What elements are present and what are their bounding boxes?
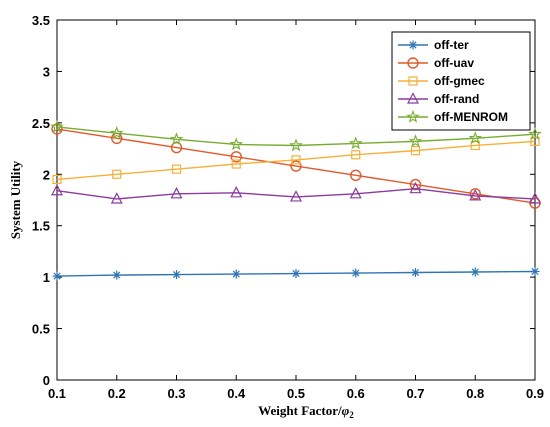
y-tick-label: 2 [43, 167, 50, 182]
data-point [231, 269, 241, 279]
x-tick-label: 0.3 [167, 386, 185, 401]
series-off-MENROM [50, 119, 542, 152]
data-point [51, 123, 63, 135]
legend-label: off-MENROM [434, 110, 508, 124]
data-point [51, 183, 63, 196]
data-point [349, 187, 362, 199]
axes: 0.1 0.2 0.3 0.4 0.5 0.6 0.7 0.8 0.9 0 0.5 1 1.5 2 2.5 3… [32, 13, 544, 401]
data-point [231, 159, 241, 169]
data-point [470, 267, 480, 277]
x-axis-title-main: Weight Factor/ [258, 403, 342, 418]
series-line [56, 128, 536, 204]
legend-label: off-ter [434, 38, 469, 52]
x-tick-label: 0.4 [227, 386, 246, 401]
data-point [230, 151, 242, 163]
data-point [171, 164, 182, 174]
data-point [229, 137, 243, 151]
data-point [529, 192, 541, 204]
legend-entry: off-rand [398, 92, 479, 106]
data-point [291, 155, 301, 165]
data-point [289, 138, 303, 152]
data-point [290, 190, 302, 202]
data-point [110, 192, 123, 204]
x-tick-label: 0.2 [108, 386, 126, 401]
x-tick-label: 0.6 [347, 386, 365, 401]
y-tick-label: 3 [43, 64, 50, 79]
legend: off-ter off-uav off-gmec off-rand off-MENROM [391, 31, 531, 131]
x-tick-label: 0.9 [526, 386, 544, 401]
data-point [411, 268, 420, 278]
data-point [170, 187, 183, 199]
series-off-rand [51, 181, 541, 204]
legend-marker [407, 57, 419, 69]
data-point [170, 141, 183, 154]
data-point [530, 266, 540, 276]
data-point [350, 169, 362, 182]
data-point [468, 131, 482, 145]
legend-label: off-uav [434, 56, 474, 70]
data-point [469, 189, 482, 201]
data-point [351, 150, 361, 160]
series-line [56, 187, 536, 200]
series-off-uav [51, 123, 541, 209]
data-point [110, 126, 124, 139]
series-off-gmec [52, 136, 540, 185]
data-point [52, 174, 62, 185]
x-axis-title-subscript: 2 [349, 410, 354, 420]
data-point [408, 134, 423, 148]
legend-entry: off-MENROM [398, 109, 508, 124]
series-line [56, 140, 536, 181]
data-point [530, 136, 540, 146]
data-point [351, 268, 361, 278]
x-tick-label: 0.5 [287, 386, 305, 401]
x-axis-title-symbol: φ [342, 403, 350, 418]
y-tick-label: 0 [43, 373, 50, 388]
data-point [112, 270, 122, 280]
data-point [528, 127, 542, 140]
legend-label: off-gmec [434, 74, 485, 88]
data-point [230, 186, 243, 198]
legend-marker [407, 92, 419, 104]
legend-entry: off-uav [398, 56, 474, 70]
data-point [169, 132, 184, 146]
data-point [409, 178, 422, 191]
y-tick-label: 3.5 [32, 13, 50, 28]
y-tick-label: 0.5 [32, 322, 50, 337]
series-line [56, 126, 536, 147]
y-tick-label: 1 [43, 270, 50, 285]
data-point [290, 160, 302, 172]
y-tick-label: 1.5 [32, 219, 50, 234]
legend-marker [408, 76, 418, 86]
data-point [410, 146, 421, 156]
data-point [409, 181, 422, 194]
data-point [112, 169, 122, 179]
data-point [470, 140, 480, 151]
x-tick-label: 0.1 [48, 386, 66, 401]
legend-label: off-rand [434, 92, 479, 106]
legend-marker [406, 109, 420, 123]
legend-entry: off-ter [398, 38, 469, 52]
x-tick-label: 0.7 [406, 386, 424, 401]
data-point [52, 271, 62, 281]
data-point [349, 136, 363, 150]
x-tick-label: 0.8 [466, 386, 484, 401]
y-tick-label: 2.5 [32, 116, 50, 131]
x-axis-title: Weight Factor/φ2 [258, 403, 354, 420]
legend-marker [408, 40, 418, 50]
y-axis-title: System Utility [8, 160, 23, 239]
data-point [469, 188, 481, 200]
data-point [172, 270, 181, 280]
data-point [291, 269, 301, 279]
data-point [50, 119, 64, 133]
series-layer [50, 119, 542, 281]
series-off-ter [52, 266, 540, 281]
legend-entry: off-gmec [398, 74, 485, 88]
